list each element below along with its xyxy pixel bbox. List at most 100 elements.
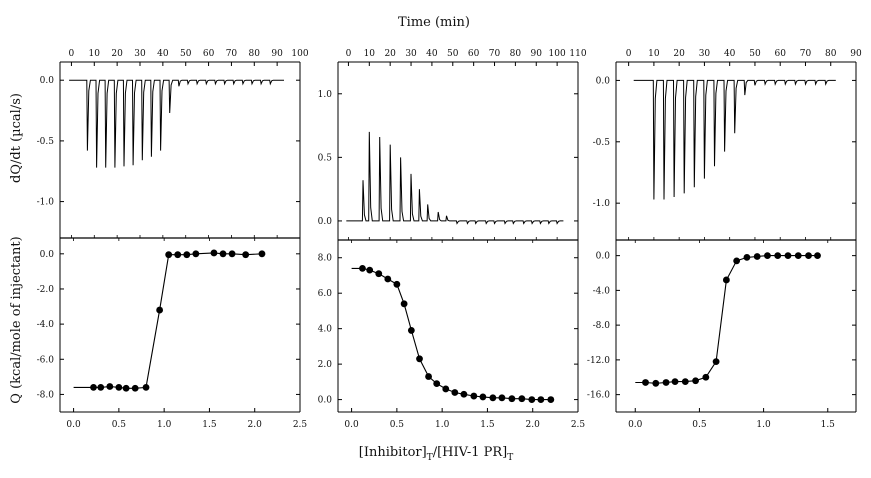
data-point [242,251,250,259]
x-tick-label: 90 [531,49,543,59]
thermogram-trace [69,79,284,168]
x-tick-label: 110 [569,49,586,59]
middle-isotherm-panel: 0.0 0.5 1.0 1.5 2.0 2.5 8.0 6.0 4.0 2.0 0.0 [318,239,586,430]
x-tick-label: 1.5 [480,420,495,430]
data-point [442,385,450,393]
data-point [498,394,506,402]
y-tick-label: -4.0 [37,320,55,330]
data-point [451,389,459,396]
data-point [384,275,392,283]
y-tick-label: -1.0 [593,199,611,209]
y-tick-label: 0.0 [596,76,611,86]
x-tick-label: 70 [226,49,238,59]
data-point [97,383,105,391]
thermogram-y-axis-title: dQ/dt (µcal/s) [9,93,24,183]
x-tick-label: 0.5 [692,420,707,430]
y-tick-label: -2.0 [37,285,55,295]
x-tick-label: 10 [648,49,660,59]
y-tick-label: 6.0 [318,289,333,299]
data-point [537,396,545,403]
x-tick-label: 80 [249,49,261,59]
x-tick-label: 0.0 [344,420,359,430]
x-tick-label: 60 [203,49,215,59]
x-tick-label: 100 [549,49,566,59]
bottom-axis-title-main: [Inhibitor] [359,445,427,460]
left-isotherm-panel: 0.0 0.5 1.0 1.5 2.0 2.5 0.0 -2.0 -4.0 -6.0 -8.0 [37,237,307,430]
x-tick-label: 40 [724,49,736,59]
data-point [712,358,720,366]
data-point [794,252,802,260]
x-tick-label: 1.0 [435,420,450,430]
x-tick-label: 1.5 [202,420,217,430]
y-tick-label: -6.0 [37,355,55,365]
y-tick-label: 0.0 [40,76,55,86]
data-point [106,383,114,390]
x-tick-label: 40 [157,49,169,59]
data-point [692,377,699,385]
x-tick-label: 0 [626,49,632,59]
thermogram-trace [346,131,564,225]
data-point [192,250,200,258]
data-point [528,396,536,403]
y-tick-label: 0.0 [318,217,333,227]
x-tick-label: 20 [673,49,685,59]
x-tick-label: 90 [271,49,283,59]
y-tick-label: -4.0 [593,286,611,296]
data-point [131,384,139,392]
data-point [805,252,812,260]
data-point [359,264,366,272]
x-tick-label: 90 [850,49,862,59]
x-tick-label: 20 [111,49,123,59]
x-tick-label: 2.0 [526,420,541,430]
bottom-axis-title: [Inhibitor]T/[HIV-1 PR]T [359,445,514,463]
data-point [393,280,401,288]
x-tick-label: 0.5 [390,420,405,430]
data-point [764,252,771,260]
y-tick-label: -1.0 [37,198,55,208]
data-point [722,276,730,284]
x-tick-label: 30 [405,49,417,59]
x-tick-label: 1.5 [821,420,836,430]
y-tick-label: 4.0 [318,325,333,335]
x-tick-label: 0.0 [66,420,81,430]
data-point [219,250,227,258]
x-tick-label: 100 [291,49,308,59]
y-tick-label: 0.0 [318,396,333,406]
data-point [366,266,374,274]
data-point [425,373,432,380]
data-point [753,253,761,260]
data-point [156,306,164,314]
x-tick-label: 10 [364,49,376,59]
y-tick-label: 0.0 [40,250,55,260]
data-point [702,373,710,381]
x-tick-label: 70 [489,49,501,59]
data-point [228,250,236,258]
y-tick-label: 8.0 [318,254,333,264]
y-tick-label: -8.0 [37,390,55,400]
x-tick-label: 50 [180,49,192,59]
x-tick-label: 60 [468,49,480,59]
data-point [671,378,679,385]
data-point [400,300,408,308]
data-point [489,394,497,402]
x-tick-label: 80 [825,49,837,59]
x-tick-label: 70 [800,49,812,59]
data-point [460,390,468,398]
y-tick-label: -0.5 [37,137,55,147]
x-tick-label: 10 [89,49,101,59]
x-tick-label: 0.0 [628,420,643,430]
data-point [547,396,555,403]
bottom-axis-title-mid: /[HIV-1 PR] [433,445,508,460]
bottom-axis-title-sub2: T [507,453,513,463]
data-point [407,327,415,334]
y-tick-label: 1.0 [318,90,333,100]
data-point [642,379,649,386]
x-tick-label: 2.5 [571,420,586,430]
top-axis-title: Time (min) [398,15,470,30]
data-point [183,251,191,259]
data-point [774,252,782,260]
x-tick-label: 2.0 [248,420,263,430]
